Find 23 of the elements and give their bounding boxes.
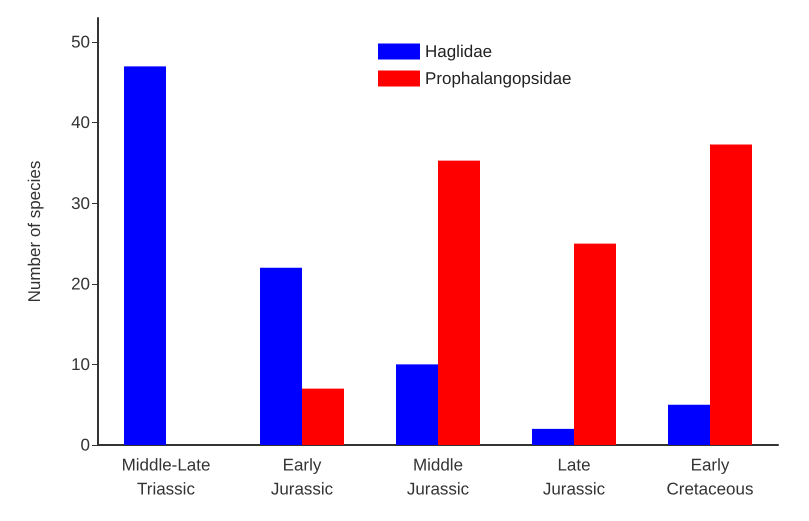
y-tick-label: 10 bbox=[71, 354, 90, 374]
x-tick-label: Early Cretaceous bbox=[666, 456, 754, 498]
x-tick-label: Middle Jurassic bbox=[406, 456, 470, 498]
bar bbox=[574, 244, 616, 445]
legend-label: Prophalangopsidae bbox=[425, 69, 572, 88]
x-tick-label: Middle-Late Triassic bbox=[122, 456, 210, 498]
legend-label: Haglidae bbox=[425, 42, 492, 61]
x-tick-label: Late Jurassic bbox=[542, 456, 606, 498]
bar bbox=[396, 364, 438, 445]
bar bbox=[668, 404, 710, 445]
y-tick-label: 50 bbox=[71, 32, 90, 52]
bar bbox=[532, 428, 574, 445]
y-tick-label: 40 bbox=[71, 113, 90, 132]
y-tick-label: 0 bbox=[80, 436, 90, 454]
y-tick-label: 30 bbox=[71, 194, 90, 213]
bar bbox=[710, 144, 752, 445]
bar bbox=[124, 66, 166, 445]
bar bbox=[438, 160, 480, 445]
x-tick-label: Early Jurassic bbox=[270, 456, 334, 498]
bar bbox=[260, 268, 302, 445]
bar bbox=[302, 388, 344, 445]
y-tick-label: 20 bbox=[71, 274, 90, 294]
y-axis-title: Number of species bbox=[25, 160, 44, 302]
